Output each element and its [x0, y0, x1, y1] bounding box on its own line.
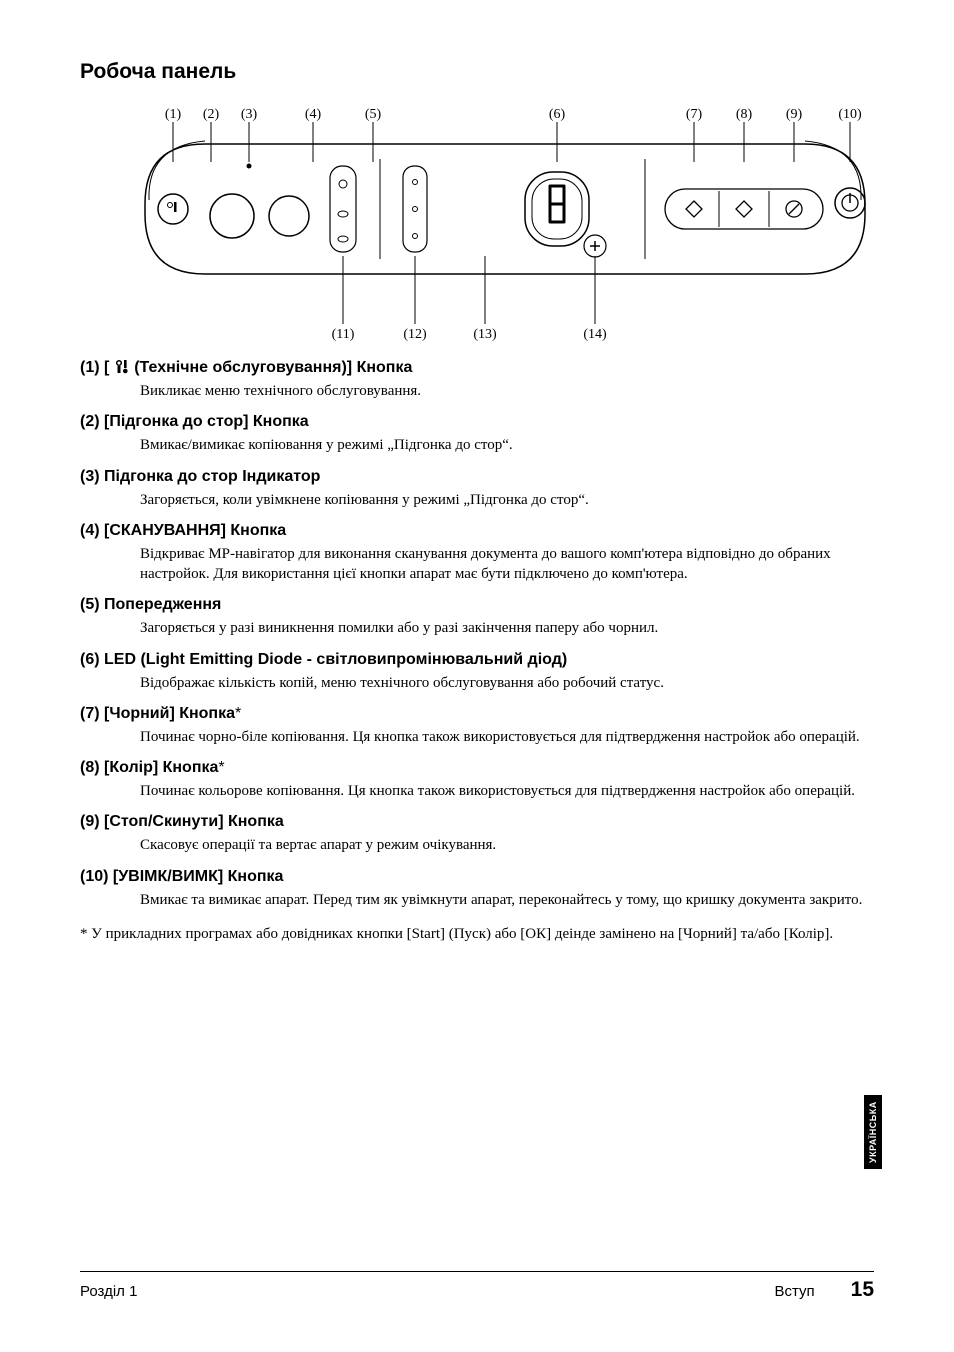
svg-text:(14): (14)	[583, 327, 607, 342]
svg-text:(10): (10)	[838, 107, 862, 122]
item-block: (8) [Колір] Кнопка* Починає кольорове коп…	[80, 759, 874, 801]
item-block: (3) Підгонка до стор Індикатор Загоряєтьс…	[80, 468, 874, 510]
page-title: Робоча панель	[80, 60, 874, 84]
svg-text:(4): (4)	[305, 107, 322, 122]
item-block: (4) [СКАНУВАННЯ] Кнопка Відкриває МР-наві…	[80, 522, 874, 585]
item-title: (7) [Чорний] Кнопка*	[80, 705, 874, 723]
svg-text:(12): (12)	[403, 327, 427, 342]
item-title: (8) [Колір] Кнопка*	[80, 759, 874, 777]
svg-text:(9): (9)	[786, 107, 803, 122]
item-block: (2) [Підгонка до стор] Кнопка Вмикає/вими…	[80, 413, 874, 455]
item-description: Загоряється, коли увімкнене копіювання у…	[140, 490, 874, 510]
item-description: Вмикає та вимикає апарат. Перед тим як у…	[140, 890, 874, 910]
item-block: (9) [Стоп/Скинути] Кнопка Скасовує операц…	[80, 813, 874, 855]
maintenance-icon	[114, 359, 130, 376]
item-description: Відкриває МР-навігатор для виконання ска…	[140, 544, 874, 585]
item-description: Відображає кількість копій, меню технічн…	[140, 673, 874, 693]
item-title: (5) Попередження	[80, 596, 874, 614]
item-title: (4) [СКАНУВАННЯ] Кнопка	[80, 522, 874, 540]
item-description: Починає кольорове копіювання. Ця кнопка …	[140, 781, 874, 801]
item-title: (9) [Стоп/Скинути] Кнопка	[80, 813, 874, 831]
item-block: (7) [Чорний] Кнопка* Починає чорно-біле к…	[80, 705, 874, 747]
item-title: (1) [ (Технічне обслуговування)] Кнопка	[80, 359, 874, 377]
panel-diagram: (1) (2) (3) (4) (5) (6) (7) (8) (9) (10) (11) (12) (…	[125, 104, 874, 344]
footer-chapter: Розділ 1	[80, 1283, 137, 1300]
item-title: (2) [Підгонка до стор] Кнопка	[80, 413, 874, 431]
svg-text:(3): (3)	[241, 107, 258, 122]
svg-text:(11): (11)	[332, 327, 355, 342]
svg-text:(8): (8)	[736, 107, 753, 122]
footnote: * У прикладних програмах або довідниках …	[80, 924, 874, 944]
item-description: Починає чорно-біле копіювання. Ця кнопка…	[140, 727, 874, 747]
svg-text:(2): (2)	[203, 107, 220, 122]
item-description: Викликає меню технічного обслуговування.	[140, 381, 874, 401]
language-tab: УКРАЇНСЬКА	[864, 1095, 882, 1169]
footer-section: Вступ15	[774, 1278, 874, 1302]
item-block: (5) Попередження Загоряється у разі виник…	[80, 596, 874, 638]
svg-text:(6): (6)	[549, 107, 566, 122]
svg-text:(5): (5)	[365, 107, 382, 122]
svg-text:(13): (13)	[473, 327, 497, 342]
svg-text:(1): (1)	[165, 107, 182, 122]
item-description: Загоряється у разі виникнення помилки аб…	[140, 618, 874, 638]
item-block: (6) LED (Light Emitting Diode - світлови…	[80, 651, 874, 693]
svg-text:(7): (7)	[686, 107, 703, 122]
item-description: Скасовує операції та вертає апарат у реж…	[140, 835, 874, 855]
item-block: (10) [УВІМК/ВИМК] Кнопка Вмикає та вимика…	[80, 868, 874, 910]
item-block: (1) [ (Технічне обслуговування)] Кнопка В…	[80, 359, 874, 401]
page-footer: Розділ 1 Вступ15	[80, 1271, 874, 1302]
page-number: 15	[851, 1278, 874, 1301]
item-title: (3) Підгонка до стор Індикатор	[80, 468, 874, 486]
item-title: (10) [УВІМК/ВИМК] Кнопка	[80, 868, 874, 886]
item-description: Вмикає/вимикає копіювання у режимі „Підг…	[140, 435, 874, 455]
item-title: (6) LED (Light Emitting Diode - світлови…	[80, 651, 874, 669]
